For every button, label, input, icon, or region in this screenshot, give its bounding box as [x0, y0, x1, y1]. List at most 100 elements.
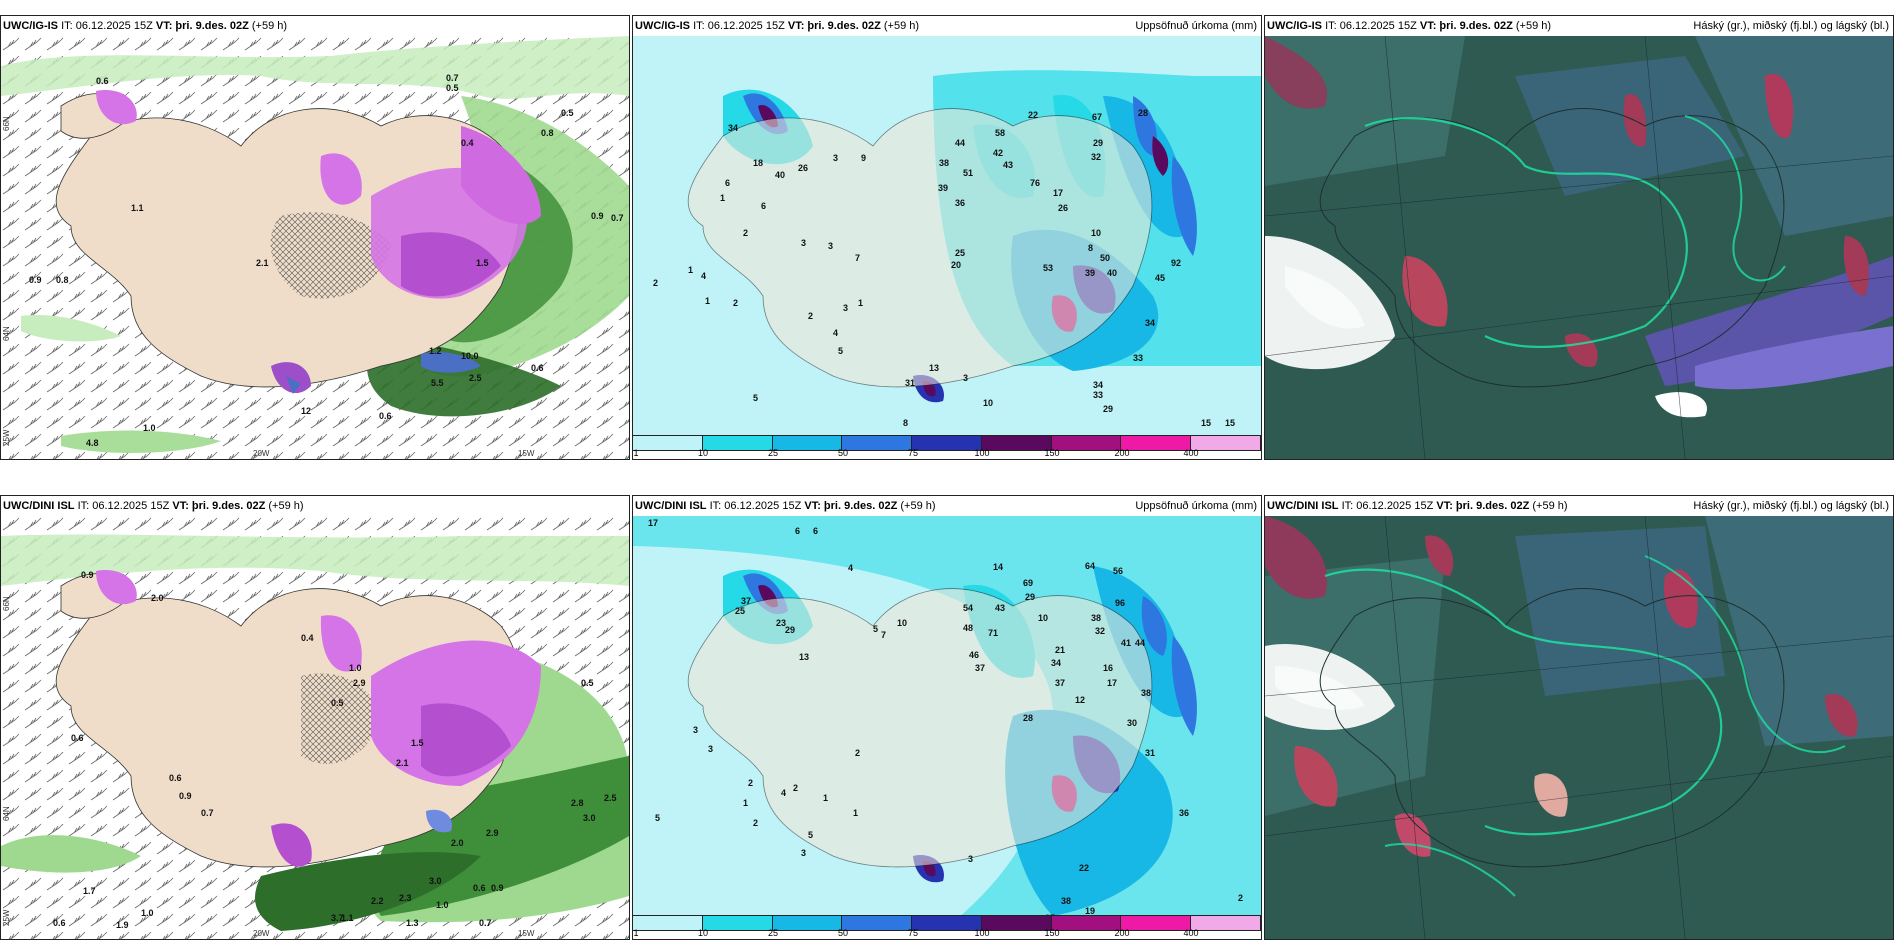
lat-label: 64N [2, 806, 11, 821]
svg-text:0.7: 0.7 [201, 808, 214, 818]
panel-dini-wind-snow: UWC/DINI ISL IT: 06.12.2025 15Z VT: þri.… [0, 495, 630, 940]
svg-text:3.0: 3.0 [429, 876, 442, 886]
panel-field-title: Uppsöfnuð úrkoma (mm) [1135, 20, 1257, 32]
color-swatch [1121, 916, 1192, 930]
svg-text:10: 10 [1091, 228, 1101, 238]
svg-text:56: 56 [1113, 566, 1123, 576]
map-accum-precip-igis[interactable]: 34 26 18 40 3 9 44 38 51 39 36 25 20 42 … [633, 36, 1261, 459]
svg-text:1.5: 1.5 [476, 258, 489, 268]
svg-text:4: 4 [701, 271, 706, 281]
svg-text:2: 2 [793, 783, 798, 793]
svg-text:36: 36 [1179, 808, 1189, 818]
svg-text:29: 29 [785, 625, 795, 635]
svg-text:0.6: 0.6 [473, 883, 486, 893]
svg-text:20: 20 [951, 260, 961, 270]
svg-text:22: 22 [1028, 110, 1038, 120]
panel-header: UWC/DINI ISL IT: 06.12.2025 15Z VT: þri.… [1265, 496, 1893, 516]
panel-igis-wind-snow: UWC/IG-IS IT: 06.12.2025 15Z VT: þri. 9.… [0, 15, 630, 460]
svg-text:26: 26 [798, 163, 808, 173]
colorbar-ticks: 1 10 25 50 75 100 150 200 400 [633, 448, 1199, 458]
svg-text:34: 34 [1145, 318, 1155, 328]
colorbar: 1 10 25 50 75 100 150 200 400 [633, 915, 1261, 939]
svg-text:0.9: 0.9 [591, 211, 604, 221]
map-wind-precip-dini[interactable]: 66N 64N 25W 20W 15W 0.5 2.0 0.9 1.0 2.9 … [1, 516, 629, 939]
color-swatch [1191, 916, 1261, 930]
svg-text:96: 96 [1115, 598, 1125, 608]
svg-text:15: 15 [1225, 418, 1235, 428]
svg-text:28: 28 [1138, 108, 1148, 118]
map-wind-precip-igis[interactable]: 66N 64N 25W 20W 15W 0.6 0.5 0.7 0.9 0.8 … [1, 36, 629, 459]
panel-field-title: Háský (gr.), miðský (fj.bl.) og lágský (… [1693, 20, 1889, 32]
svg-text:25: 25 [735, 606, 745, 616]
svg-text:5: 5 [873, 624, 878, 634]
lon-label: 25W [2, 429, 11, 446]
svg-text:3: 3 [963, 373, 968, 383]
svg-text:12: 12 [1075, 695, 1085, 705]
lat-label: 64N [2, 326, 11, 341]
svg-text:42: 42 [993, 148, 1003, 158]
svg-text:23: 23 [776, 618, 786, 628]
svg-text:40: 40 [775, 170, 785, 180]
svg-text:0.6: 0.6 [169, 773, 182, 783]
color-swatch [1051, 436, 1122, 450]
svg-text:0.6: 0.6 [71, 733, 84, 743]
svg-text:17: 17 [1107, 678, 1117, 688]
color-swatch [981, 436, 1052, 450]
svg-text:1: 1 [743, 798, 748, 808]
svg-text:2: 2 [855, 748, 860, 758]
svg-text:0.8: 0.8 [56, 275, 69, 285]
svg-text:37: 37 [1055, 678, 1065, 688]
svg-text:2: 2 [743, 228, 748, 238]
panel-header: UWC/IG-IS IT: 06.12.2025 15Z VT: þri. 9.… [1265, 16, 1893, 36]
svg-text:5: 5 [838, 346, 843, 356]
svg-text:2.5: 2.5 [604, 793, 617, 803]
map-accum-precip-dini[interactable]: 17 6 6 4 37 25 23 13 29 5 7 10 64 14 54 … [633, 516, 1261, 939]
svg-text:10.0: 10.0 [461, 351, 479, 361]
panel-igis-clouds: UWC/IG-IS IT: 06.12.2025 15Z VT: þri. 9.… [1264, 15, 1894, 460]
panel-igis-accum-precip: UWC/IG-IS IT: 06.12.2025 15Z VT: þri. 9.… [632, 15, 1262, 460]
svg-text:1: 1 [823, 793, 828, 803]
svg-text:3: 3 [708, 744, 713, 754]
svg-text:18: 18 [753, 158, 763, 168]
svg-text:92: 92 [1171, 258, 1181, 268]
svg-text:76: 76 [1030, 178, 1040, 188]
value-labels: 0.5 2.0 0.9 1.0 2.9 0.5 0.4 1.5 2.1 0.6 … [53, 570, 617, 930]
svg-text:54: 54 [963, 603, 973, 613]
svg-text:64: 64 [1085, 561, 1095, 571]
svg-text:0.8: 0.8 [541, 128, 554, 138]
svg-text:3.7: 3.7 [331, 913, 344, 923]
svg-text:1.5: 1.5 [411, 738, 424, 748]
svg-text:25: 25 [955, 248, 965, 258]
svg-text:1.9: 1.9 [116, 920, 129, 930]
svg-text:44: 44 [955, 138, 965, 148]
svg-text:0.5: 0.5 [446, 83, 459, 93]
svg-text:13: 13 [929, 363, 939, 373]
svg-text:2.8: 2.8 [571, 798, 584, 808]
svg-text:0.4: 0.4 [301, 633, 314, 643]
svg-text:19: 19 [1085, 906, 1095, 916]
svg-text:39: 39 [1085, 268, 1095, 278]
color-swatch [772, 436, 843, 450]
svg-text:15: 15 [1201, 418, 1211, 428]
color-swatch [633, 436, 703, 450]
svg-text:1.0: 1.0 [349, 663, 362, 673]
panel-field-title: Háský (gr.), miðský (fj.bl.) og lágský (… [1693, 500, 1889, 512]
svg-text:3.0: 3.0 [583, 813, 596, 823]
lon-label: 20W [253, 449, 270, 458]
map-clouds-dini[interactable] [1265, 516, 1893, 939]
map-clouds-igis[interactable] [1265, 36, 1893, 459]
svg-text:1.1: 1.1 [341, 913, 354, 923]
color-swatch [702, 916, 773, 930]
svg-text:2.1: 2.1 [396, 758, 409, 768]
svg-text:1: 1 [853, 808, 858, 818]
svg-text:1.0: 1.0 [143, 423, 156, 433]
svg-text:67: 67 [1092, 112, 1102, 122]
colorbar-ticks: 1 10 25 50 75 100 150 200 400 [633, 928, 1199, 938]
svg-text:1: 1 [858, 298, 863, 308]
svg-text:1: 1 [720, 193, 725, 203]
svg-text:8: 8 [1088, 243, 1093, 253]
lon-label: 15W [518, 449, 535, 458]
svg-text:4: 4 [781, 788, 786, 798]
svg-text:36: 36 [955, 198, 965, 208]
svg-text:3: 3 [968, 854, 973, 864]
